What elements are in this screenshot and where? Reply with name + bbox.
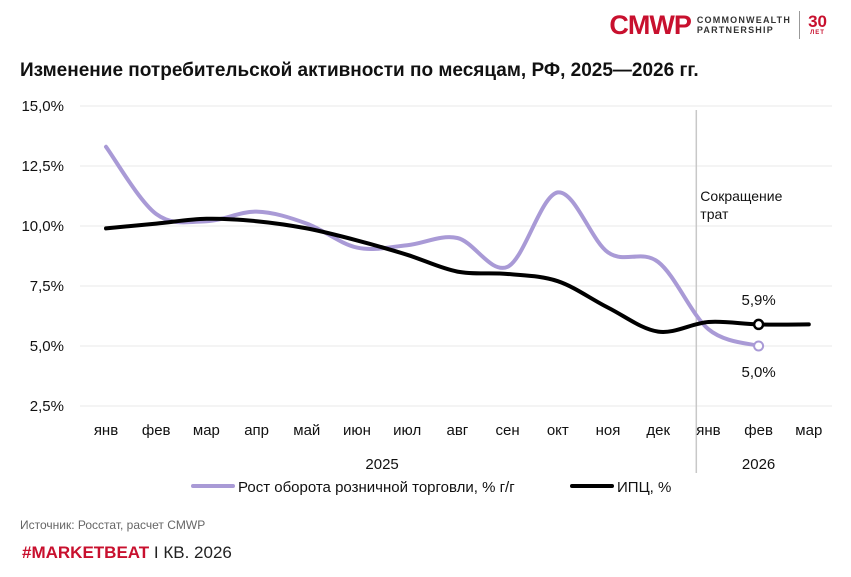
retail-data-point xyxy=(255,210,259,214)
x-tick-label: авг xyxy=(447,422,469,439)
y-tick-label: 5,0% xyxy=(30,338,64,355)
logo-anniversary: 30 ЛЕТ xyxy=(808,12,827,36)
x-tick-label: апр xyxy=(244,422,269,439)
cpi-data-label: 5,9% xyxy=(741,292,775,309)
y-tick-label: 12,5% xyxy=(21,158,64,175)
cpi-series-line xyxy=(104,216,811,334)
cpi-data-point xyxy=(556,279,560,283)
footer-period: I КВ. 2026 xyxy=(153,543,232,562)
retail-data-point xyxy=(706,327,710,331)
retail-data-point xyxy=(656,260,660,264)
cpi-data-point xyxy=(706,320,710,324)
retail-data-point xyxy=(606,250,610,254)
retail-data-point xyxy=(305,222,309,226)
logo-mark: CMWP xyxy=(609,9,691,40)
cpi-data-point xyxy=(656,330,660,334)
line-chart: 2,5% 5,0% 7,5% 10,0% 12,5% 15,0% Сокращение тра… xyxy=(21,98,832,496)
retail-data-label: 5,0% xyxy=(741,364,775,381)
year-group-label: 2025 xyxy=(365,456,398,473)
logo-years: 30 xyxy=(808,12,827,31)
cpi-data-point xyxy=(204,217,208,221)
x-tick-label: фев xyxy=(744,422,773,439)
retail-data-point xyxy=(556,190,560,194)
x-tick-label: сен xyxy=(496,422,520,439)
divider-annotation: Сокращение xyxy=(700,188,782,204)
retail-data-point xyxy=(506,265,510,269)
cpi-data-point xyxy=(305,226,309,230)
x-tick-label: янв xyxy=(94,422,118,439)
retail-data-point xyxy=(355,246,359,250)
y-tick-label: 7,5% xyxy=(30,278,64,295)
footer-brand: #MARKETBEAT xyxy=(22,543,150,562)
cpi-data-point xyxy=(506,272,510,276)
x-tick-label: июл xyxy=(393,422,421,439)
retail-data-point xyxy=(405,243,409,247)
x-tick-label: янв xyxy=(696,422,720,439)
y-tick-label: 2,5% xyxy=(30,398,64,415)
x-tick-label: мар xyxy=(193,422,220,439)
x-tick-label: май xyxy=(293,422,320,439)
year-group-label: 2026 xyxy=(742,456,775,473)
logo-divider xyxy=(799,11,801,39)
retail-data-point xyxy=(455,236,459,240)
cpi-data-point xyxy=(255,219,259,223)
retail-last-marker xyxy=(753,340,765,352)
cpi-data-point xyxy=(104,226,108,230)
retail-data-point xyxy=(104,145,108,149)
x-tick-label: ноя xyxy=(596,422,621,439)
cpi-data-point xyxy=(606,306,610,310)
logo-line2: PARTNERSHIP xyxy=(696,25,774,35)
x-tick-label: окт xyxy=(547,422,569,439)
legend-label-cpi: ИПЦ, % xyxy=(617,479,671,496)
logo-line1: COMMONWEALTH xyxy=(696,15,792,25)
footer: #MARKETBEAT I КВ. 2026 xyxy=(22,543,232,563)
logo-wordmark: COMMONWEALTH PARTNERSHIP xyxy=(697,15,791,35)
x-tick-label: фев xyxy=(142,422,171,439)
y-tick-label: 10,0% xyxy=(21,218,64,235)
x-tick-label: мар xyxy=(795,422,822,439)
legend-label-retail: Рост оборота розничной торговли, % г/г xyxy=(238,479,515,496)
x-tick-label: июн xyxy=(343,422,371,439)
x-tick-label: дек xyxy=(646,422,670,439)
divider-annotation: трат xyxy=(700,206,729,222)
retail-data-point xyxy=(154,212,158,216)
cmwp-logo: CMWP COMMONWEALTH PARTNERSHIP 30 ЛЕТ xyxy=(609,10,827,40)
cpi-data-point xyxy=(807,322,811,326)
logo-years-unit: ЛЕТ xyxy=(810,30,825,36)
retail-series-line xyxy=(104,144,761,348)
source-note: Источник: Росстат, расчет CMWP xyxy=(20,518,206,532)
chart-title: Изменение потребительской активности по … xyxy=(20,60,699,81)
cpi-data-point xyxy=(355,238,359,242)
y-tick-label: 15,0% xyxy=(21,98,64,115)
cpi-data-point xyxy=(154,222,158,226)
cpi-data-point xyxy=(405,253,409,257)
cpi-last-marker xyxy=(752,318,765,331)
cpi-data-point xyxy=(455,270,459,274)
